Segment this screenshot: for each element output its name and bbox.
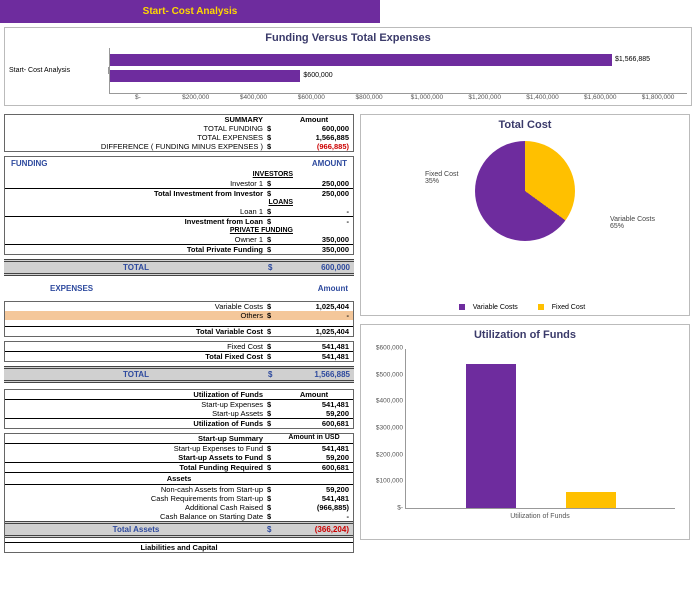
subheader: INVESTORS xyxy=(5,170,353,179)
x-tick: $800,000 xyxy=(340,94,398,101)
pie-label-variable: Variable Costs65% xyxy=(610,216,655,230)
data-row: Start-up Expenses to Fund$541,481 xyxy=(5,444,353,453)
y-tick: $- xyxy=(397,505,406,512)
expenses-total-row: TOTAL $ 1,566,885 xyxy=(4,366,354,383)
total-assets-row: Total Assets $ (366,204) xyxy=(5,521,353,538)
left-column: SUMMARY Amount TOTAL FUNDING$600,000TOTA… xyxy=(4,114,354,557)
funding-section: FUNDING AMOUNT INVESTORSInvestor 1$250,0… xyxy=(4,156,354,255)
x-tick: $- xyxy=(109,94,167,101)
data-row: TOTAL FUNDING$600,000 xyxy=(5,124,353,133)
series-label: Start- Cost Analysis xyxy=(9,67,109,74)
data-row: Utilization of Funds$600,681 xyxy=(5,418,353,428)
vbar-plot: $-$100,000$200,000$300,000$400,000$500,0… xyxy=(405,349,675,509)
y-tick: $300,000 xyxy=(376,425,406,432)
data-row: Others$- xyxy=(5,311,353,320)
summary-section: SUMMARY Amount TOTAL FUNDING$600,000TOTA… xyxy=(4,114,354,152)
data-row: Fixed Cost$541,481 xyxy=(5,342,353,351)
hbar-label: $1,566,885 xyxy=(615,56,650,63)
data-row: Start-up Expenses$541,481 xyxy=(5,400,353,409)
startup-summary-heading: Start-up Summary xyxy=(9,434,267,443)
y-tick: $400,000 xyxy=(376,398,406,405)
data-row: Cash Requirements from Start-up$541,481 xyxy=(5,494,353,503)
data-row: Start-up Assets to Fund$59,200 xyxy=(5,453,353,462)
data-row: Loan 1$- xyxy=(5,207,353,216)
y-tick: $500,000 xyxy=(376,371,406,378)
total-variable-label: Total Variable Cost xyxy=(9,327,267,336)
data-row: Start-up Assets$59,200 xyxy=(5,409,353,418)
amount-header: Amount xyxy=(279,115,349,124)
x-tick: $400,000 xyxy=(225,94,283,101)
data-row: Additional Cash Raised$(966,885) xyxy=(5,503,353,512)
x-tick: $600,000 xyxy=(282,94,340,101)
x-axis: $-$200,000$400,000$600,000$800,000$1,000… xyxy=(109,93,687,101)
hbar-plot: $1,566,885 $600,000 xyxy=(109,48,687,93)
x-tick: $1,600,000 xyxy=(571,94,629,101)
chart-title: Funding Versus Total Expenses xyxy=(9,32,687,44)
funding-heading: FUNDING xyxy=(11,159,47,168)
hbar-label: $600,000 xyxy=(303,72,332,79)
y-tick: $100,000 xyxy=(376,478,406,485)
amount-header: Amount xyxy=(318,284,348,293)
subheader: LOANS xyxy=(5,198,353,207)
y-tick: $200,000 xyxy=(376,451,406,458)
bar-x-label: Utilization of Funds xyxy=(405,513,675,520)
liabilities-heading: Liabilities and Capital xyxy=(140,543,217,552)
funding-vs-expenses-chart: Funding Versus Total Expenses Start- Cos… xyxy=(4,27,692,106)
x-tick: $1,400,000 xyxy=(514,94,572,101)
summary-heading: SUMMARY xyxy=(9,115,267,124)
data-row: Variable Costs$1,025,404 xyxy=(5,302,353,311)
right-column: Total Cost Fixed Cost35% Variable Costs6… xyxy=(360,114,690,557)
x-tick: $1,800,000 xyxy=(629,94,687,101)
x-tick: $1,000,000 xyxy=(398,94,456,101)
utilization-bar-chart: Utilization of Funds $-$100,000$200,000$… xyxy=(360,324,690,540)
pie-legend: Variable Costs Fixed Cost xyxy=(365,304,685,311)
funding-total-row: TOTAL $ 600,000 xyxy=(4,259,354,276)
startup-summary-section: Start-up Summary Amount in USD Start-up … xyxy=(4,433,354,553)
data-row: DIFFERENCE ( FUNDING MINUS EXPENSES )$(9… xyxy=(5,142,353,151)
pie-graphic xyxy=(475,141,575,241)
vbar xyxy=(566,492,616,508)
expenses-heading: EXPENSES xyxy=(50,284,93,293)
pie-title: Total Cost xyxy=(365,119,685,131)
bar-chart-title: Utilization of Funds xyxy=(365,329,685,341)
vbar xyxy=(466,364,516,508)
data-row: Investment from Loan$- xyxy=(5,216,353,226)
data-row: Owner 1$350,000 xyxy=(5,235,353,244)
data-row: TOTAL EXPENSES$1,566,885 xyxy=(5,133,353,142)
pie-label-fixed: Fixed Cost35% xyxy=(425,171,458,185)
data-row: Total Funding Required$600,681 xyxy=(5,462,353,472)
hbar xyxy=(110,54,612,66)
subheader: PRIVATE FUNDING xyxy=(5,226,353,235)
data-row: Total Investment from Investor$250,000 xyxy=(5,188,353,198)
data-row: Total Private Funding$350,000 xyxy=(5,244,353,254)
y-tick: $600,000 xyxy=(376,345,406,352)
x-tick: $200,000 xyxy=(167,94,225,101)
data-row: Cash Balance on Starting Date$- xyxy=(5,512,353,521)
utilization-heading: Utilization of Funds xyxy=(9,390,267,399)
hbar xyxy=(110,70,300,82)
page-header: Start- Cost Analysis xyxy=(0,0,380,23)
data-row: Investor 1$250,000 xyxy=(5,179,353,188)
assets-heading: Assets xyxy=(167,474,192,483)
fixed-costs-section: Fixed Cost$541,481Total Fixed Cost$541,4… xyxy=(4,341,354,362)
data-row: Non-cash Assets from Start-up$59,200 xyxy=(5,485,353,494)
amount-header: AMOUNT xyxy=(312,159,347,168)
data-row: Total Fixed Cost$541,481 xyxy=(5,351,353,361)
x-tick: $1,200,000 xyxy=(456,94,514,101)
total-cost-pie-chart: Total Cost Fixed Cost35% Variable Costs6… xyxy=(360,114,690,316)
variable-costs-section: Variable Costs$1,025,404Others$- Total V… xyxy=(4,301,354,337)
utilization-section: Utilization of Funds Amount Start-up Exp… xyxy=(4,389,354,429)
